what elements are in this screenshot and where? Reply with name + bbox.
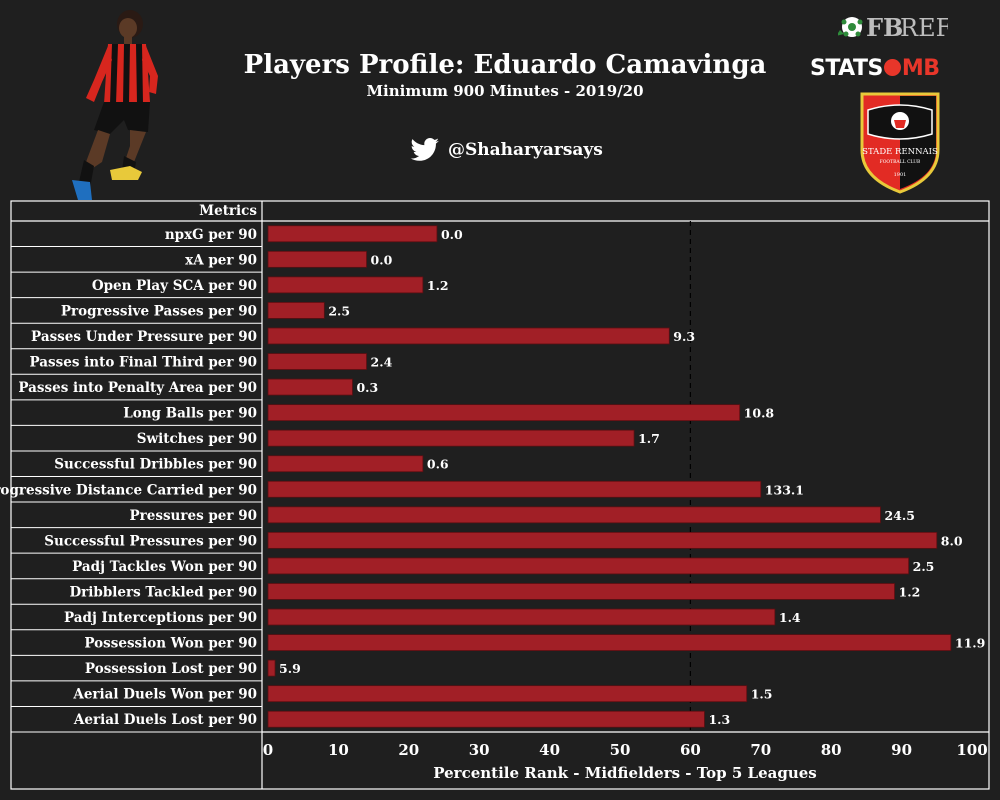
- metrics-column-header: Metrics: [199, 203, 257, 219]
- bar: [267, 225, 438, 243]
- bar: [267, 250, 367, 268]
- x-tick-label: 30: [469, 741, 490, 759]
- x-tick-label: 90: [891, 741, 912, 759]
- football-icon: [838, 17, 863, 37]
- value-label: 24.5: [884, 508, 914, 523]
- metric-label: Possession Lost per 90: [85, 661, 257, 677]
- crest-year: 1901: [894, 172, 907, 178]
- x-tick-label: 0: [263, 741, 273, 759]
- bar: [267, 659, 276, 677]
- x-tick-label: 10: [328, 741, 349, 759]
- value-label: 0.6: [427, 457, 449, 472]
- value-label: 133.1: [765, 482, 804, 497]
- metric-label: Passes Under Pressure per 90: [31, 329, 257, 345]
- x-tick-label: 60: [680, 741, 701, 759]
- x-tick-label: 50: [610, 741, 631, 759]
- metric-label: Progressive Passes per 90: [61, 303, 257, 319]
- bar: [267, 327, 670, 345]
- chart-border: [10, 200, 990, 790]
- bar: [267, 583, 895, 600]
- metric-label: Aerial Duels Lost per 90: [73, 712, 257, 728]
- x-tick-label: 70: [750, 741, 771, 759]
- x-tick-label: 100: [956, 741, 987, 759]
- bar: [267, 634, 952, 651]
- metric-label: Switches per 90: [137, 431, 257, 447]
- metric-label: Successful Dribbles per 90: [54, 457, 257, 473]
- bar: [267, 710, 705, 728]
- value-label: 2.5: [328, 303, 350, 318]
- x-tick-label: 20: [398, 741, 419, 759]
- value-label: 0.0: [371, 252, 393, 267]
- metric-label: Pressures per 90: [130, 508, 258, 524]
- value-label: 9.3: [673, 329, 695, 344]
- player-photo: [72, 10, 158, 200]
- value-label: 0.3: [356, 380, 378, 395]
- metric-label: Padj Interceptions per 90: [64, 610, 257, 626]
- header: Players Profile: Eduardo Camavinga Minim…: [0, 0, 1000, 200]
- twitter-handle-group: @Shaharyarsays: [410, 137, 603, 163]
- bar: [267, 378, 353, 396]
- metric-label: Padj Tackles Won per 90: [72, 559, 257, 575]
- chart-frame: [10, 200, 990, 790]
- statsbomb-stats: STATS: [810, 56, 883, 81]
- statsbomb-o-icon: [883, 59, 901, 76]
- percentile-bar-chart: npxG per 90 0.0 xA per 90 0.0 Open Play SCA …: [0, 200, 990, 790]
- bar: [267, 302, 325, 319]
- bar: [267, 276, 424, 294]
- value-label: 1.2: [427, 278, 449, 293]
- chart-labels: npxG per 90 0.0 xA per 90 0.0 Open Play SCA …: [0, 227, 988, 759]
- metric-label: Successful Pressures per 90: [44, 533, 257, 549]
- metric-label: Open Play SCA per 90: [92, 278, 257, 294]
- fbref-ref: REF: [900, 14, 948, 42]
- x-tick-label: 40: [539, 741, 560, 759]
- fbref-logo: FB REF: [838, 13, 948, 42]
- metric-label: Aerial Duels Won per 90: [72, 687, 257, 703]
- bar: [267, 685, 748, 703]
- twitter-bird-icon: [410, 138, 439, 161]
- metric-label: Passes into Final Third per 90: [30, 355, 257, 371]
- x-axis-title: Percentile Rank - Midfielders - Top 5 Le…: [433, 764, 817, 782]
- value-label: 8.0: [941, 533, 963, 548]
- value-label: 2.5: [913, 559, 935, 574]
- metric-label: Progressive Distance Carried per 90: [0, 482, 257, 498]
- value-label: 1.5: [751, 687, 773, 702]
- x-tick-label: 80: [821, 741, 842, 759]
- value-label: 1.2: [899, 584, 921, 599]
- statsbomb-logo: STATS MB: [810, 55, 980, 83]
- bar: [267, 404, 741, 422]
- value-label: 5.9: [279, 661, 301, 676]
- metric-label: Dribblers Tackled per 90: [69, 584, 257, 600]
- value-label: 0.0: [441, 227, 463, 242]
- page-subtitle: Minimum 900 Minutes - 2019/20: [366, 82, 644, 100]
- twitter-handle: @Shaharyarsays: [448, 140, 603, 160]
- value-label: 1.3: [708, 712, 730, 727]
- page-title: Players Profile: Eduardo Camavinga: [243, 50, 767, 80]
- value-label: 11.9: [955, 636, 985, 651]
- metric-label: npxG per 90: [165, 227, 257, 243]
- metric-label: Passes into Penalty Area per 90: [18, 380, 257, 396]
- value-label: 1.7: [638, 431, 660, 446]
- bar: [267, 480, 762, 498]
- bar: [267, 531, 938, 549]
- bar: [267, 557, 910, 575]
- bar: [267, 506, 881, 524]
- metric-label: xA per 90: [185, 252, 257, 268]
- bar: [267, 429, 635, 447]
- statsbomb-mb: MB: [901, 56, 940, 81]
- value-label: 10.8: [744, 406, 775, 421]
- chart-bars: [267, 221, 952, 732]
- metric-label: Long Balls per 90: [123, 406, 257, 422]
- value-label: 2.4: [371, 355, 393, 370]
- bar: [267, 353, 367, 370]
- crest-text-line1: STADE RENNAIS: [862, 147, 938, 157]
- fbref-fb: FB: [866, 13, 903, 42]
- stade-rennais-crest: STADE RENNAIS FOOTBALL CLUB 1901: [860, 92, 940, 194]
- bar: [267, 455, 424, 473]
- crest-text-line2: FOOTBALL CLUB: [880, 159, 921, 165]
- metric-label: Possession Won per 90: [84, 636, 257, 652]
- bar: [267, 608, 776, 626]
- value-label: 1.4: [779, 610, 801, 625]
